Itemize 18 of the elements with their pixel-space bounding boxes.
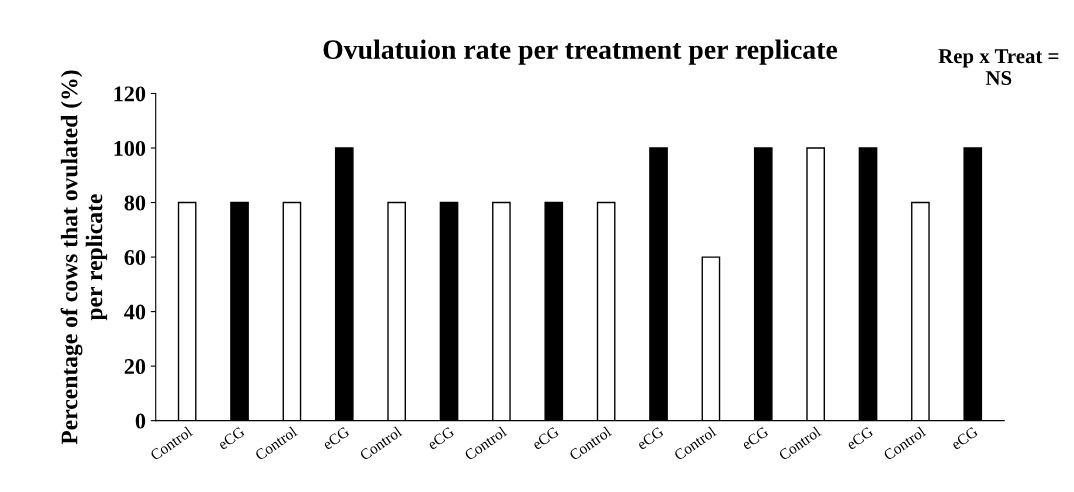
y-tick-label: 120	[114, 86, 146, 102]
x-tick-label: eCG	[845, 426, 874, 451]
y-tick-label: 60	[124, 250, 146, 265]
y-tick-label: 0	[135, 413, 146, 429]
x-tick-label: eCG	[217, 426, 246, 451]
y-tick-label: 80	[124, 195, 146, 211]
x-tick-label: eCG	[636, 426, 665, 451]
chart-title: Ovulatuion rate per treatment per replicate	[323, 39, 838, 65]
x-tick-label: eCG	[741, 426, 770, 451]
x-tick-label: eCG	[950, 426, 979, 451]
x-tick-label: eCG	[531, 426, 560, 451]
y-tick-label: 40	[124, 304, 146, 320]
x-tick-label: eCG	[426, 426, 455, 451]
y-tick-label: 20	[124, 359, 146, 375]
y-tick-label: 100	[114, 140, 146, 156]
text: Rep x Treat = NS	[938, 49, 1059, 85]
y-axis-title: Percentage of cows that ovulated (%) per replicate	[60, 70, 108, 445]
x-tick-label: eCG	[322, 426, 351, 451]
